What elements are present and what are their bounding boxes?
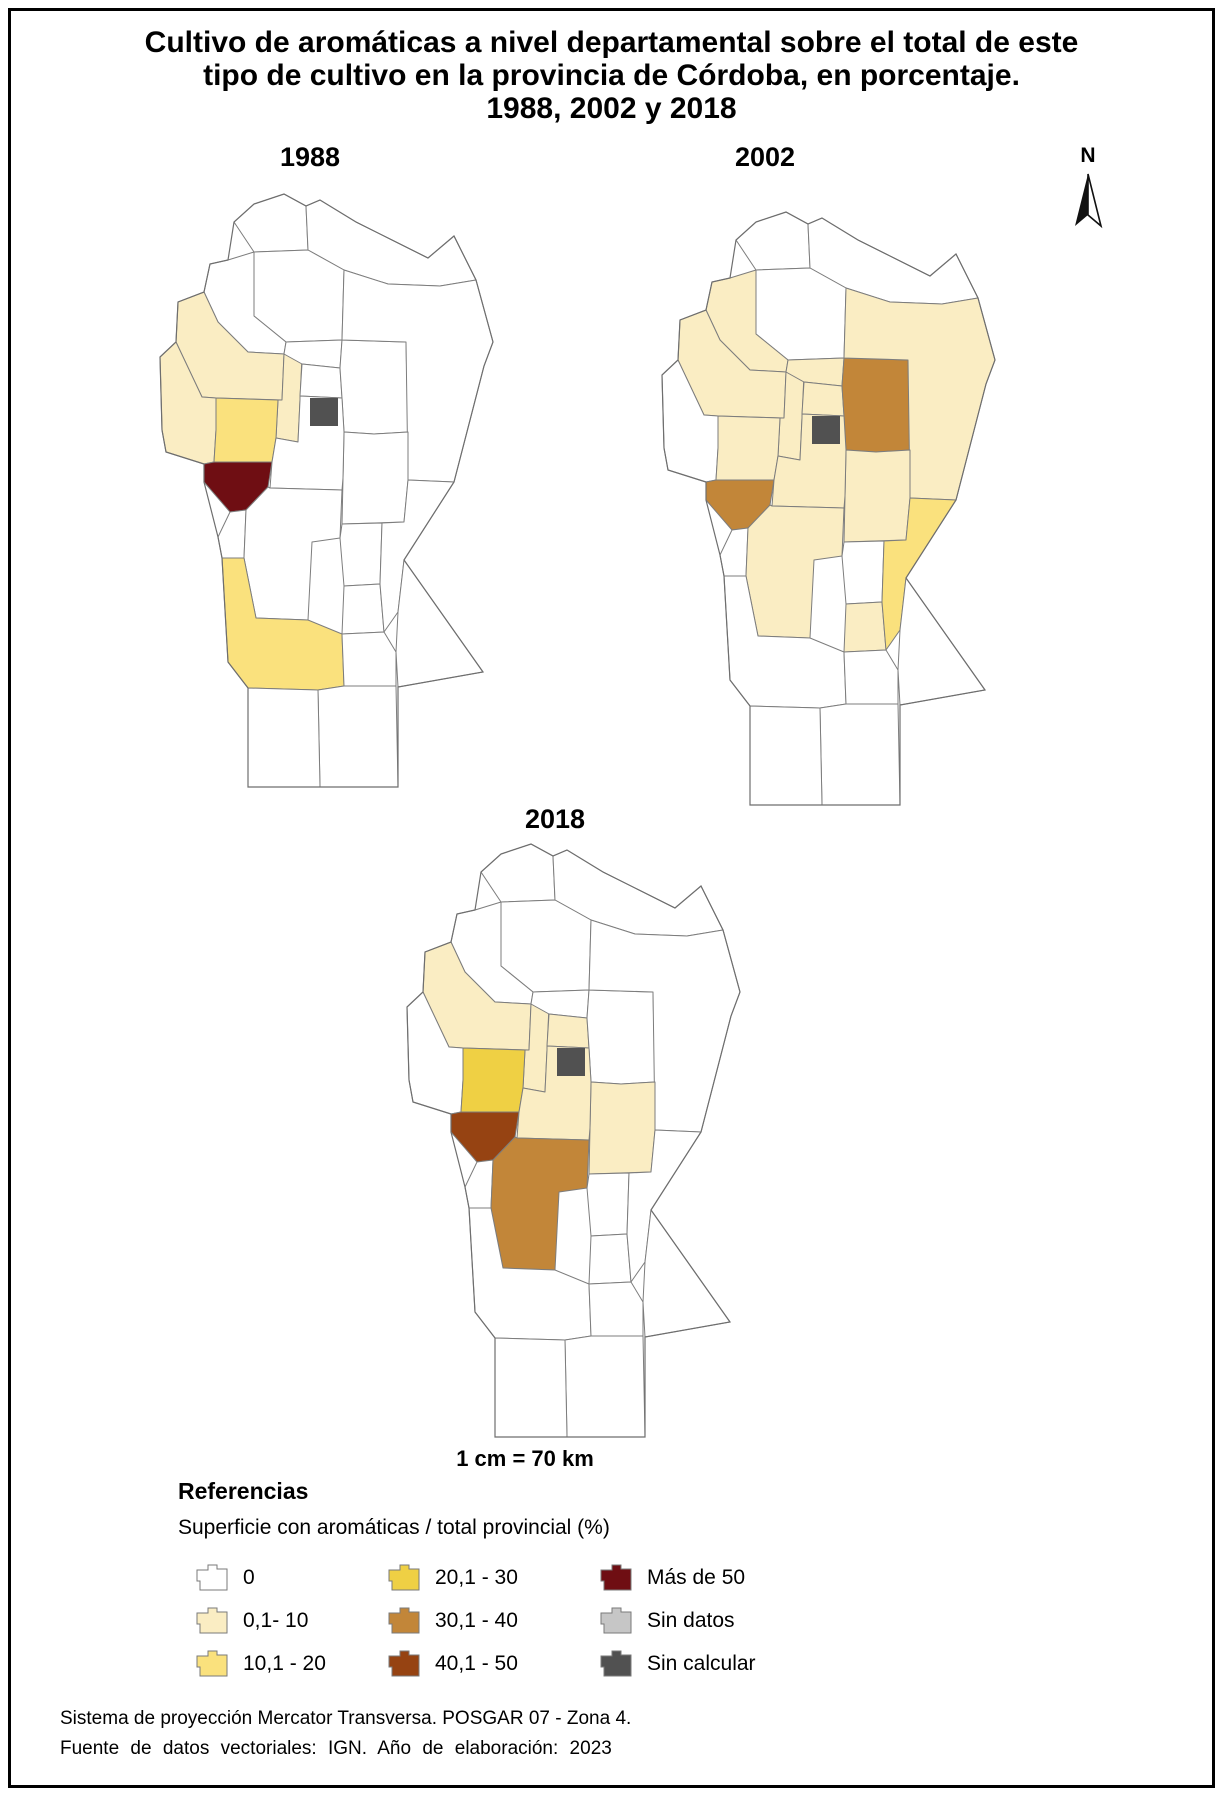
legend-swatch-icon xyxy=(196,1564,228,1590)
legend-swatch-icon xyxy=(600,1607,632,1633)
dept-general-san-martin xyxy=(341,583,385,635)
dept-calamuchita xyxy=(745,504,845,639)
dept-general-roca xyxy=(749,705,823,806)
legend-item: 10,1 - 20 xyxy=(196,1642,326,1685)
legend-item-label: 10,1 - 20 xyxy=(243,1651,326,1675)
north-label: N xyxy=(1080,144,1096,167)
footer-note: Sistema de proyección Mercator Transvers… xyxy=(60,1704,631,1764)
dept-san-javier xyxy=(719,527,749,577)
page-border-frame xyxy=(8,8,1215,1788)
choropleth-map-2018 xyxy=(405,842,745,1442)
dept-tercero-arriba xyxy=(586,1172,630,1237)
legend-item: Sin calcular xyxy=(600,1642,756,1685)
dept-juarez-celman xyxy=(843,649,899,705)
scale-text: 1 cm = 70 km xyxy=(456,1446,594,1471)
legend-column-2: 20,1 - 30 30,1 - 40 40,1 - 50 xyxy=(388,1556,518,1685)
legend-item: 20,1 - 30 xyxy=(388,1556,518,1599)
dept-rio-segundo xyxy=(341,431,409,525)
footer-line-1: Sistema de proyección Mercator Transvers… xyxy=(60,1708,632,1729)
dept-capital-marker xyxy=(310,398,338,426)
dept-pte-roque-saenz-pena xyxy=(317,685,399,788)
title-line-2: tipo de cultivo en la provincia de Córdo… xyxy=(203,59,1020,92)
legend-swatch-icon xyxy=(600,1564,632,1590)
choropleth-map-2002 xyxy=(660,210,1000,810)
map-year-label-2018: 2018 xyxy=(524,804,586,834)
legend-item-label: Más de 50 xyxy=(647,1565,746,1589)
dept-tercero-arriba xyxy=(841,540,885,605)
dept-marcos-juarez xyxy=(395,559,484,688)
dept-juarez-celman xyxy=(341,631,397,687)
dept-colon xyxy=(299,363,343,399)
dept-colon xyxy=(546,1013,590,1049)
legend-item-label: 20,1 - 30 xyxy=(435,1565,518,1589)
legend-item-label: 40,1 - 50 xyxy=(435,1651,518,1675)
dept-san-javier xyxy=(217,509,247,559)
map-year-label-2002: 2002 xyxy=(734,142,796,172)
choropleth-map-1988 xyxy=(158,192,498,792)
dept-rio-segundo xyxy=(843,449,911,543)
dept-sobremonte xyxy=(480,843,556,903)
dept-rio-primero xyxy=(586,989,656,1085)
map-year-label-1988: 1988 xyxy=(279,142,341,172)
legend-item-label: 0 xyxy=(243,1565,255,1589)
legend-item-label: Sin calcular xyxy=(647,1651,756,1675)
legend-item-label: Sin datos xyxy=(647,1608,735,1632)
dept-calamuchita xyxy=(243,486,343,621)
legend-item: 40,1 - 50 xyxy=(388,1642,518,1685)
dept-juarez-celman xyxy=(588,1281,644,1337)
dept-sobremonte xyxy=(735,211,811,271)
legend-item-label: 0,1- 10 xyxy=(243,1608,309,1632)
province-outline xyxy=(406,843,741,1438)
dept-capital-marker xyxy=(557,1048,585,1076)
dept-pocho xyxy=(715,415,781,481)
legend-item: Más de 50 xyxy=(600,1556,756,1599)
title-line-1: Cultivo de aromáticas a nivel departamen… xyxy=(144,26,1079,59)
title-line-3: 1988, 2002 y 2018 xyxy=(486,92,737,125)
dept-colon xyxy=(801,381,845,417)
legend-item-label: 30,1 - 40 xyxy=(435,1608,518,1632)
dept-general-san-martin xyxy=(588,1233,632,1285)
legend-item: 0,1- 10 xyxy=(196,1599,326,1642)
page-title: Cultivo de aromáticas a nivel departamen… xyxy=(40,26,1183,125)
dept-capital-marker xyxy=(812,416,840,444)
legend-subheading: Superficie con aromáticas / total provin… xyxy=(178,1516,610,1539)
legend-swatch-icon xyxy=(196,1650,228,1676)
province-outline xyxy=(661,211,996,806)
legend-swatch-icon xyxy=(388,1607,420,1633)
footer-line-2: Fuente de datos vectoriales: IGN. Año de… xyxy=(60,1738,612,1759)
dept-general-roca xyxy=(247,687,321,788)
dept-marcos-juarez xyxy=(897,577,986,706)
legend-item: 0 xyxy=(196,1556,326,1599)
dept-sobremonte xyxy=(233,193,309,253)
dept-rio-segundo xyxy=(588,1081,656,1175)
dept-marcos-juarez xyxy=(642,1209,731,1338)
legend-column-1: 0 0,1- 10 10,1 - 20 xyxy=(196,1556,326,1685)
dept-pte-roque-saenz-pena xyxy=(819,703,901,806)
dept-calamuchita xyxy=(490,1136,590,1271)
legend-item: Sin datos xyxy=(600,1599,756,1642)
legend-swatch-icon xyxy=(600,1650,632,1676)
dept-pocho xyxy=(460,1047,526,1113)
legend-item: 30,1 - 40 xyxy=(388,1599,518,1642)
dept-tercero-arriba xyxy=(339,522,383,587)
legend-swatch-icon xyxy=(388,1564,420,1590)
legend-heading: Referencias xyxy=(178,1478,309,1504)
legend-swatch-icon xyxy=(196,1607,228,1633)
north-arrow-icon xyxy=(1068,170,1108,230)
province-outline xyxy=(159,193,494,788)
dept-general-roca xyxy=(494,1337,568,1438)
dept-san-javier xyxy=(464,1159,494,1209)
dept-general-san-martin xyxy=(843,601,887,653)
dept-pte-roque-saenz-pena xyxy=(564,1335,646,1438)
dept-pocho xyxy=(213,397,279,463)
dept-rio-primero xyxy=(339,339,409,435)
legend-column-3: Más de 50 Sin datos Sin calcular xyxy=(600,1556,756,1685)
legend-swatch-icon xyxy=(388,1650,420,1676)
dept-rio-primero xyxy=(841,357,911,453)
